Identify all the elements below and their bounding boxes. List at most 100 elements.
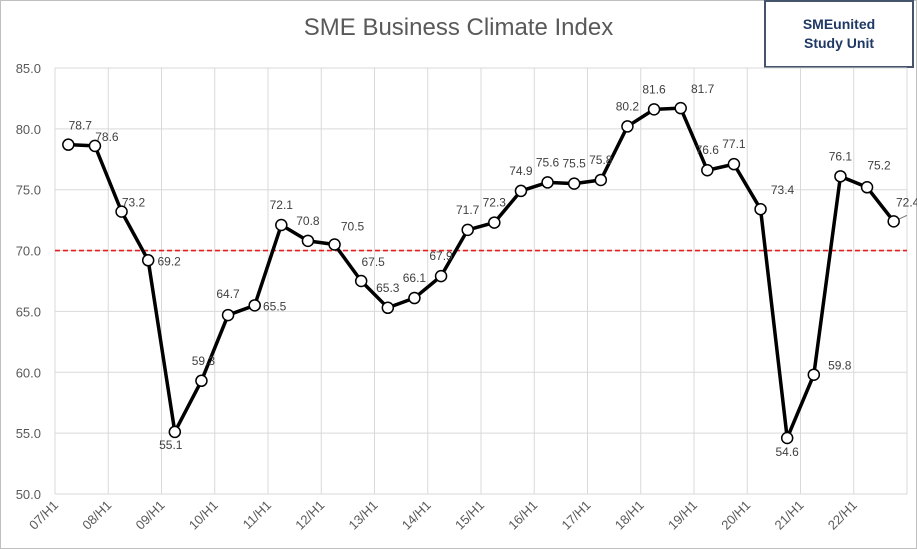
data-label: 77.1 [722, 137, 746, 151]
markers-group [62, 101, 900, 445]
series-group [68, 106, 908, 440]
data-label: 70.5 [341, 219, 365, 233]
data-label: 74.9 [509, 164, 533, 178]
y-tick-label: 50.0 [16, 487, 41, 502]
x-tick-label: 13/H1 [345, 498, 380, 533]
data-label: 59.3 [192, 354, 216, 368]
data-label: 69.2 [158, 254, 182, 268]
data-point [301, 234, 315, 248]
data-label: 78.6 [95, 130, 119, 144]
data-label: 65.5 [263, 299, 287, 313]
data-label: 66.1 [403, 271, 427, 285]
data-point [195, 374, 208, 388]
badge-line-2: Study Unit [804, 35, 874, 51]
data-point [408, 291, 421, 305]
data-label: 73.4 [771, 183, 795, 197]
data-point [354, 274, 368, 288]
data-labels-group: 78.778.6 73.2 69.2 55.1 59.3 64.7 65.5 72.170.8… [69, 82, 917, 459]
x-tick-label: 15/H1 [452, 498, 487, 533]
data-point [674, 101, 687, 115]
data-point [488, 216, 501, 229]
data-label: 80.2 [616, 99, 640, 113]
y-tick-label: 55.0 [16, 426, 41, 441]
data-point [541, 176, 554, 189]
data-label: 73.2 [122, 196, 146, 210]
data-point [860, 181, 874, 194]
data-point [328, 238, 341, 251]
data-label: 54.6 [776, 445, 800, 459]
data-point [381, 301, 395, 315]
data-label: 67.9 [429, 249, 453, 263]
data-point [701, 163, 714, 177]
x-tick-label: 10/H1 [186, 498, 221, 533]
x-tick-label: 17/H1 [558, 498, 593, 533]
data-label: 67.5 [362, 255, 386, 269]
chart-title: SME Business Climate Index [303, 14, 614, 41]
data-label: 65.3 [376, 281, 400, 295]
x-tick-label: 12/H1 [292, 498, 327, 533]
y-axis: 50.0 55.0 60.0 65.0 70.0 75.0 80.0 85.0 [16, 61, 41, 502]
data-label: 81.7 [691, 82, 715, 96]
y-tick-label: 75.0 [16, 183, 41, 198]
data-point [594, 173, 608, 187]
data-label: 55.1 [159, 438, 183, 452]
y-tick-label: 85.0 [16, 61, 41, 76]
data-point [461, 223, 474, 237]
x-tick-label: 11/H1 [240, 498, 274, 532]
x-tick-label: 09/H1 [132, 498, 167, 533]
data-point [754, 202, 767, 216]
data-point [780, 431, 794, 445]
data-point [514, 184, 528, 198]
data-point [168, 425, 182, 439]
y-tick-label: 70.0 [16, 244, 41, 259]
data-label: 71.7 [456, 203, 480, 217]
data-label: 78.7 [69, 119, 93, 133]
x-tick-label: 19/H1 [665, 498, 700, 533]
series-line [68, 106, 896, 440]
data-point [621, 120, 634, 133]
data-point [221, 308, 235, 322]
data-point [248, 299, 261, 312]
data-label: 72.3 [483, 196, 507, 210]
data-label: 76.6 [696, 143, 720, 157]
data-point [275, 218, 288, 232]
data-label: 81.6 [642, 82, 666, 96]
data-point [115, 205, 128, 218]
x-tick-label: 22/H1 [825, 498, 860, 533]
data-label: 75.6 [536, 155, 560, 169]
data-point [834, 170, 847, 183]
data-point [647, 103, 661, 116]
x-tick-label: 18/H1 [612, 498, 647, 533]
x-tick-label: 21/H1 [771, 498, 806, 533]
x-tick-label: 07/H1 [26, 498, 61, 533]
data-point [567, 177, 581, 190]
x-tick-label: 16/H1 [505, 498, 540, 533]
data-label: 75.5 [563, 157, 587, 171]
data-label: 59.8 [828, 359, 852, 373]
data-point [62, 138, 75, 151]
x-tick-label: 14/H1 [399, 498, 434, 533]
badge-line-1: SMEunited [802, 16, 876, 32]
vertical-gridlines [54, 68, 908, 494]
data-point [727, 157, 741, 171]
data-point [807, 368, 821, 381]
data-label: 64.7 [216, 287, 240, 301]
data-label: 72.1 [270, 198, 294, 212]
data-label: 70.8 [296, 214, 320, 228]
y-tick-label: 80.0 [16, 122, 41, 137]
data-point [88, 139, 102, 153]
x-axis: 07/H1 08/H1 09/H1 10/H1 11/H1 12/H1 13/H1 14/H1… [26, 498, 860, 533]
data-point [141, 254, 155, 267]
data-label: 76.1 [829, 149, 853, 163]
data-point [887, 215, 900, 228]
smeunited-badge: SMEunited Study Unit [764, 0, 914, 68]
data-label: 72.4 [896, 195, 917, 209]
y-tick-label: 65.0 [16, 304, 41, 319]
y-tick-label: 60.0 [16, 365, 41, 380]
data-label: 75.2 [867, 158, 891, 172]
x-tick-label: 20/H1 [718, 498, 753, 533]
x-tick-label: 08/H1 [79, 498, 114, 533]
data-label: 75.8 [589, 153, 613, 167]
